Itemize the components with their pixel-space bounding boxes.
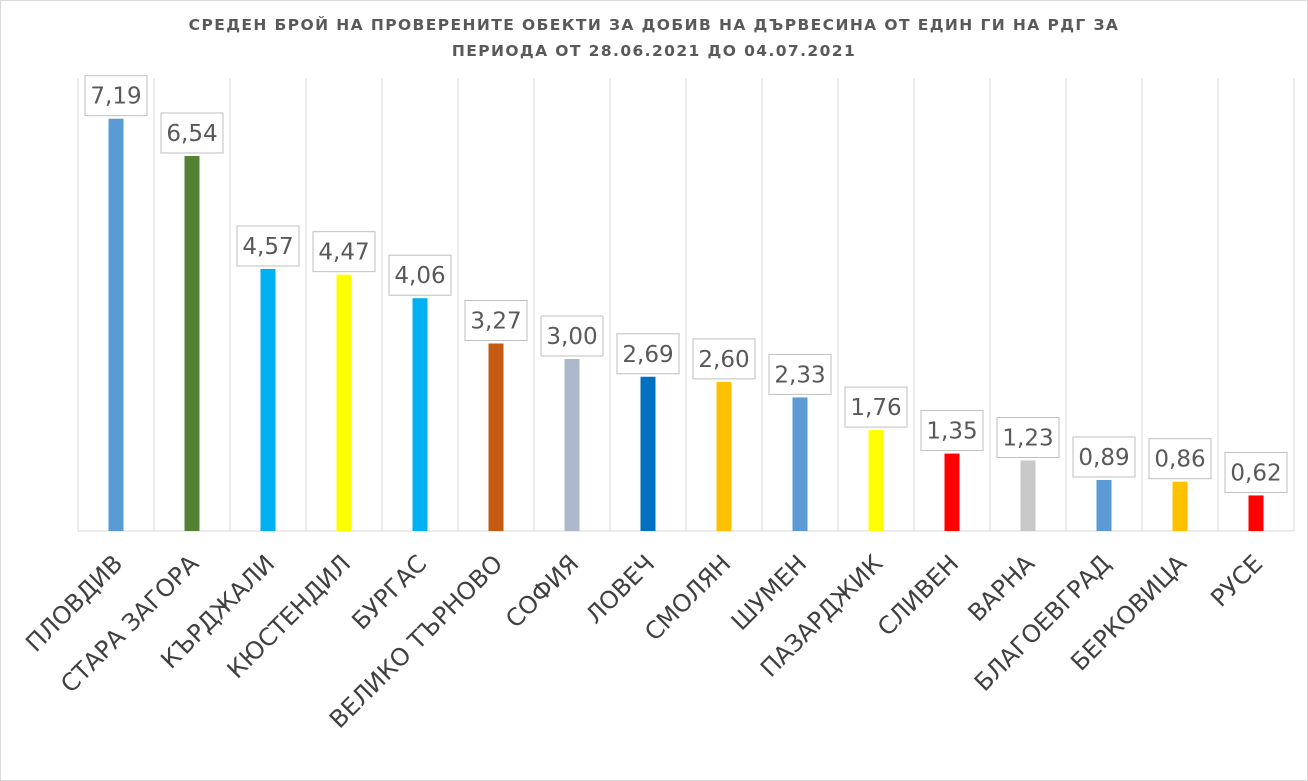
data-label-box (996, 416, 1060, 458)
chart-title-line-1: СРЕДЕН БРОЙ НА ПРОВЕРЕНИТЕ ОБЕКТИ ЗА ДОБ… (188, 16, 1120, 34)
bar (868, 430, 884, 531)
data-label-box (844, 386, 908, 428)
bar (792, 397, 808, 531)
data-label: 0,62 (1230, 460, 1281, 486)
data-label-box (920, 410, 984, 452)
data-label: 2,60 (698, 347, 749, 373)
data-label: 3,00 (546, 324, 597, 350)
data-label-box (1224, 451, 1288, 493)
bar (1172, 481, 1188, 531)
data-label-box (616, 333, 680, 375)
data-label: 4,06 (394, 263, 445, 289)
bar (184, 155, 200, 532)
data-label-box (540, 315, 604, 357)
bar (1248, 495, 1264, 531)
bar (336, 274, 352, 531)
bar (944, 453, 960, 531)
category-label: СТАРА ЗАГОРА (55, 549, 204, 698)
data-label: 1,23 (1002, 425, 1053, 451)
data-label: 7,19 (90, 84, 141, 110)
bar (412, 298, 428, 531)
category-label: РУСЕ (1205, 549, 1268, 612)
data-label: 0,86 (1154, 447, 1205, 473)
data-label-box (692, 338, 756, 380)
data-label-box (236, 225, 300, 267)
data-label-box (768, 353, 832, 395)
category-label: СОФИЯ (500, 549, 584, 633)
data-label: 4,57 (242, 234, 293, 260)
category-label: ВАРНА (963, 549, 1041, 627)
category-label: БЛАГОЕВГРАД (969, 549, 1116, 696)
chart-title-line-2: ПЕРИОДА ОТ 28.06.2021 ДО 04.07.2021 (451, 42, 857, 60)
data-label-box (1072, 436, 1136, 478)
bar (640, 376, 656, 531)
data-label-box (1148, 438, 1212, 480)
data-label: 0,89 (1078, 445, 1129, 471)
bar (488, 343, 504, 531)
bar (716, 381, 732, 531)
data-label-box (464, 299, 528, 341)
data-label-box (312, 231, 376, 273)
data-label: 3,27 (470, 308, 521, 334)
bar (260, 268, 276, 531)
data-label: 1,35 (926, 419, 977, 445)
bar (108, 118, 124, 532)
data-label-box (388, 254, 452, 296)
data-label: 2,33 (774, 362, 825, 388)
category-label: СЛИВЕН (872, 549, 964, 641)
bar (1020, 460, 1036, 531)
data-label: 4,47 (318, 240, 369, 266)
bar (564, 358, 580, 531)
data-label: 2,69 (622, 342, 673, 368)
bar (1096, 479, 1112, 531)
data-label: 6,54 (166, 121, 217, 147)
data-label: 1,76 (850, 395, 901, 421)
data-label-box (84, 75, 148, 117)
data-label-box (160, 112, 224, 154)
chart-title: СРЕДЕН БРОЙ НА ПРОВЕРЕНИТЕ ОБЕКТИ ЗА ДОБ… (0, 12, 1308, 64)
